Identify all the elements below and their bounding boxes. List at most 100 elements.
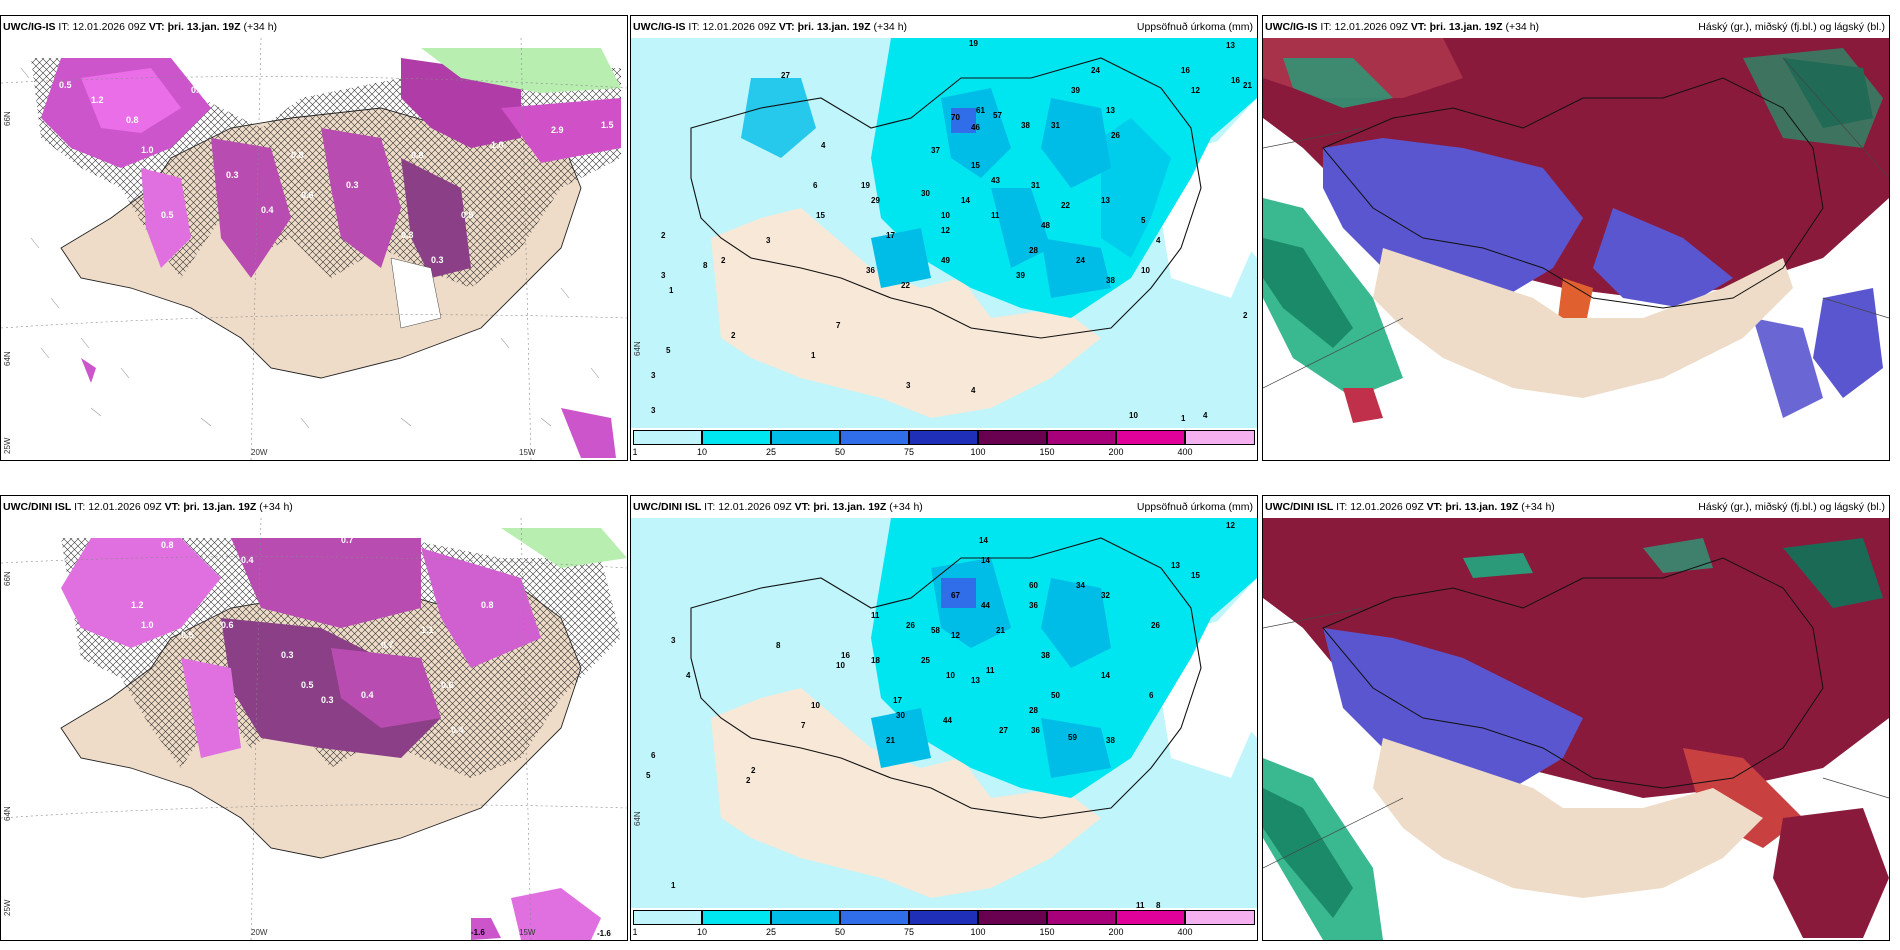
- svg-text:12: 12: [1226, 521, 1235, 530]
- precip-type-map[interactable]: 0.5 1.2 0.8 1.0 0.4 0.3 0.5 1.5 2.9 0.8 …: [1, 38, 627, 460]
- svg-text:15: 15: [971, 161, 980, 170]
- colorbar-tick: 10: [696, 927, 708, 937]
- svg-text:2: 2: [1243, 311, 1248, 320]
- accumulated-precip-map[interactable]: 14 14 12 13 15 11 16 18 25 44 60 34 67 3…: [631, 518, 1257, 908]
- precip-values: 14 14 12 13 15 11 16 18 25 44 60 34 67 3…: [646, 521, 1235, 908]
- svg-text:0.4: 0.4: [451, 725, 464, 735]
- svg-text:18: 18: [871, 656, 880, 665]
- svg-text:10: 10: [1141, 266, 1150, 275]
- svg-text:15: 15: [1191, 571, 1200, 580]
- svg-text:39: 39: [1016, 271, 1025, 280]
- svg-text:0.8: 0.8: [411, 150, 424, 160]
- field-title: Háský (gr.), miðský (fj.bl.) og lágský (…: [1698, 21, 1885, 33]
- svg-text:10: 10: [946, 671, 955, 680]
- panel-header: UWC/IG-IS IT: 12.01.2026 09Z VT: þri. 13…: [633, 17, 1255, 37]
- svg-text:0.3: 0.3: [281, 650, 294, 660]
- svg-text:2: 2: [746, 776, 751, 785]
- svg-text:29: 29: [871, 196, 880, 205]
- svg-text:44: 44: [981, 601, 990, 610]
- svg-text:1.1: 1.1: [421, 625, 434, 635]
- colorbar-swatch: [978, 430, 1047, 445]
- colorbar-swatch: [771, 430, 840, 445]
- svg-text:3: 3: [766, 236, 771, 245]
- svg-text:6: 6: [651, 751, 656, 760]
- precip-values: 19 13 16 27 12 21 39 24 13 16 61 57 70 4…: [651, 39, 1252, 423]
- svg-text:27: 27: [781, 71, 790, 80]
- svg-text:0.3: 0.3: [431, 255, 444, 265]
- svg-text:10: 10: [811, 701, 820, 710]
- svg-text:1: 1: [1181, 414, 1186, 423]
- colorbar-swatch: [840, 430, 909, 445]
- svg-text:31: 31: [1031, 181, 1040, 190]
- svg-text:26: 26: [1151, 621, 1160, 630]
- colorbar-swatch: [978, 910, 1047, 925]
- svg-text:2: 2: [731, 331, 736, 340]
- colorbar-swatch: [1116, 430, 1185, 445]
- precip-type-map[interactable]: 0.8 1.2 0.4 0.5 0.7 1.0 0.6 0.3 0.4 1.1 …: [1, 518, 627, 940]
- svg-text:24: 24: [1076, 256, 1085, 265]
- svg-text:0.8: 0.8: [126, 115, 139, 125]
- panel-top-right: UWC/IG-IS IT: 12.01.2026 09Z VT: þri. 13…: [1262, 15, 1890, 461]
- svg-text:13: 13: [1106, 106, 1115, 115]
- colorbar-tick: 100: [970, 927, 986, 937]
- svg-text:5: 5: [666, 346, 671, 355]
- field-title: Uppsöfnuð úrkoma (mm): [1136, 501, 1253, 513]
- svg-text:1.5: 1.5: [601, 120, 614, 130]
- svg-text:0.3: 0.3: [346, 180, 359, 190]
- colorbar-swatch: [633, 910, 702, 925]
- svg-text:67: 67: [951, 591, 960, 600]
- svg-text:43: 43: [991, 176, 1000, 185]
- svg-text:60: 60: [1029, 581, 1038, 590]
- svg-text:11: 11: [991, 211, 1000, 220]
- svg-text:39: 39: [1071, 86, 1080, 95]
- lat-label: 66N: [3, 571, 12, 586]
- svg-text:58: 58: [931, 626, 940, 635]
- svg-text:0.6: 0.6: [301, 190, 314, 200]
- svg-text:44: 44: [943, 716, 952, 725]
- svg-text:57: 57: [993, 111, 1002, 120]
- svg-text:46: 46: [971, 123, 980, 132]
- colorbar-tick: 75: [903, 447, 915, 457]
- svg-text:0.7: 0.7: [341, 535, 354, 545]
- svg-text:1.0: 1.0: [491, 140, 504, 150]
- svg-text:1: 1: [669, 286, 674, 295]
- svg-text:2.9: 2.9: [551, 125, 564, 135]
- colorbar-tick: 25: [765, 447, 777, 457]
- svg-text:4: 4: [1203, 411, 1208, 420]
- svg-text:3: 3: [906, 381, 911, 390]
- svg-text:7: 7: [801, 721, 806, 730]
- lon-label: 25W: [3, 899, 12, 916]
- svg-text:14: 14: [981, 556, 990, 565]
- svg-text:3: 3: [651, 371, 656, 380]
- lat-label: 64N: [3, 806, 12, 821]
- panel-bottom-left: UWC/DINI ISL IT: 12.01.2026 09Z VT: þri.…: [0, 495, 628, 941]
- svg-text:8: 8: [1156, 901, 1161, 908]
- svg-text:12: 12: [941, 226, 950, 235]
- colorbar-swatch: [771, 910, 840, 925]
- svg-text:0.5: 0.5: [59, 80, 72, 90]
- accumulated-precip-map[interactable]: 19 13 16 27 12 21 39 24 13 16 61 57 70 4…: [631, 38, 1257, 428]
- lon-label: 20W: [251, 928, 268, 937]
- svg-text:6: 6: [813, 181, 818, 190]
- svg-text:37: 37: [931, 146, 940, 155]
- lat-label: 64N: [633, 341, 642, 356]
- panel-header: UWC/DINI ISL IT: 12.01.2026 09Z VT: þri.…: [1265, 497, 1887, 517]
- svg-text:21: 21: [886, 736, 895, 745]
- svg-text:30: 30: [921, 189, 930, 198]
- svg-text:0.4: 0.4: [191, 85, 204, 95]
- svg-text:0.4: 0.4: [261, 205, 274, 215]
- cloud-cover-map[interactable]: [1263, 38, 1889, 460]
- svg-text:16: 16: [1181, 66, 1190, 75]
- cloud-cover-map[interactable]: [1263, 518, 1889, 940]
- colorbar-tick: 150: [1039, 927, 1055, 937]
- precip-type-values: 0.8 1.2 0.4 0.5 0.7 1.0 0.6 0.3 0.4 1.1 …: [131, 535, 611, 938]
- colorbar-tick: 75: [903, 927, 915, 937]
- svg-text:15: 15: [816, 211, 825, 220]
- panel-bottom-middle: UWC/DINI ISL IT: 12.01.2026 09Z VT: þri.…: [630, 495, 1258, 941]
- svg-text:19: 19: [861, 181, 870, 190]
- svg-text:21: 21: [996, 626, 1005, 635]
- svg-text:38: 38: [1021, 121, 1030, 130]
- colorbar-tick: 200: [1108, 447, 1124, 457]
- svg-text:7: 7: [836, 321, 841, 330]
- svg-text:34: 34: [1076, 581, 1085, 590]
